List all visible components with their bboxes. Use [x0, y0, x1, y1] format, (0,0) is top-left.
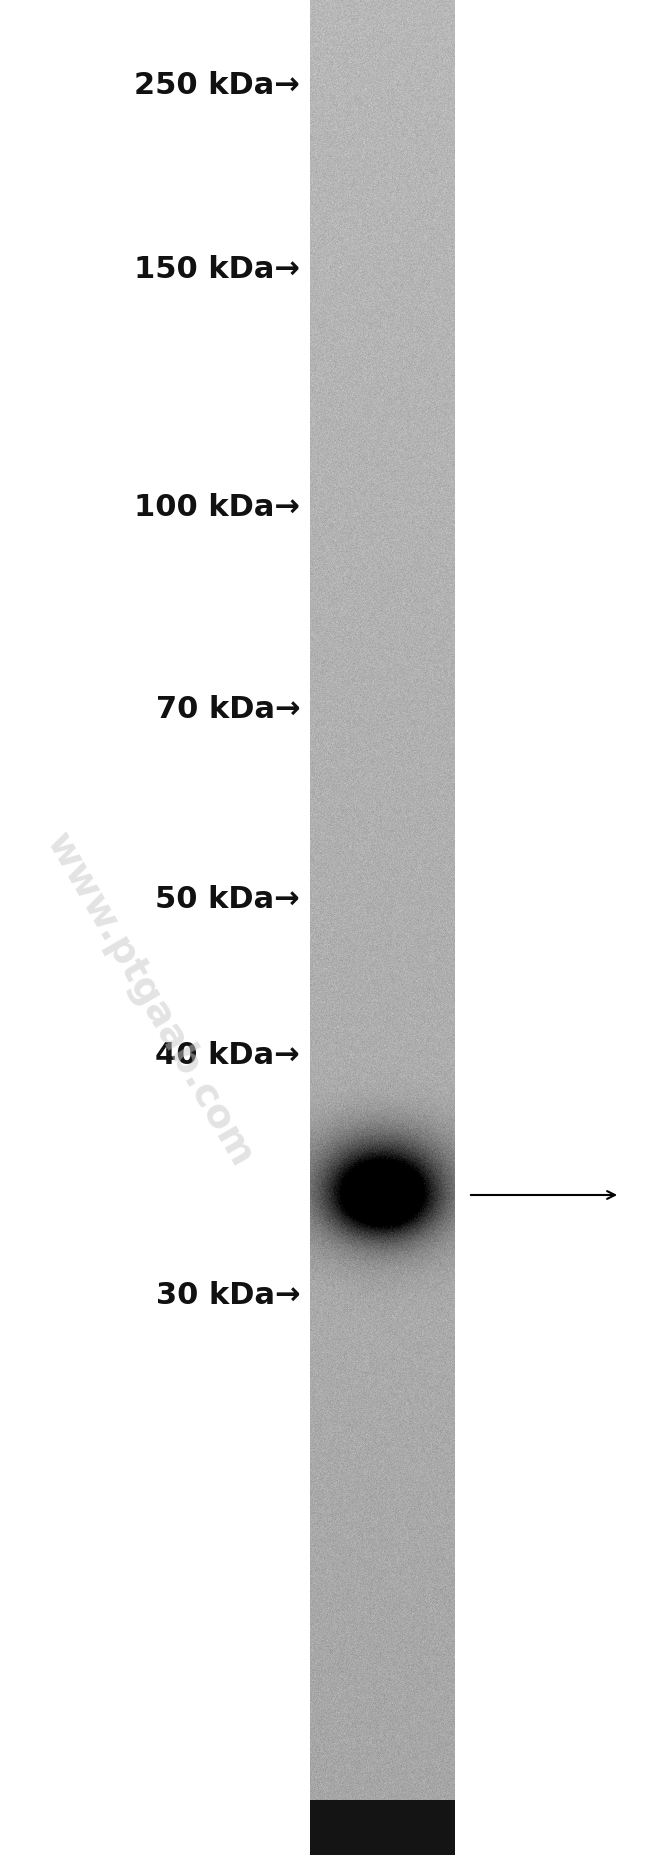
- Text: 100 kDa→: 100 kDa→: [134, 493, 300, 523]
- Text: 30 kDa→: 30 kDa→: [155, 1280, 300, 1310]
- Text: 70 kDa→: 70 kDa→: [155, 696, 300, 725]
- Text: 40 kDa→: 40 kDa→: [155, 1041, 300, 1070]
- Text: 250 kDa→: 250 kDa→: [135, 70, 300, 100]
- Text: 150 kDa→: 150 kDa→: [134, 256, 300, 284]
- Text: 50 kDa→: 50 kDa→: [155, 885, 300, 915]
- Text: www.ptgaab.com: www.ptgaab.com: [38, 825, 261, 1174]
